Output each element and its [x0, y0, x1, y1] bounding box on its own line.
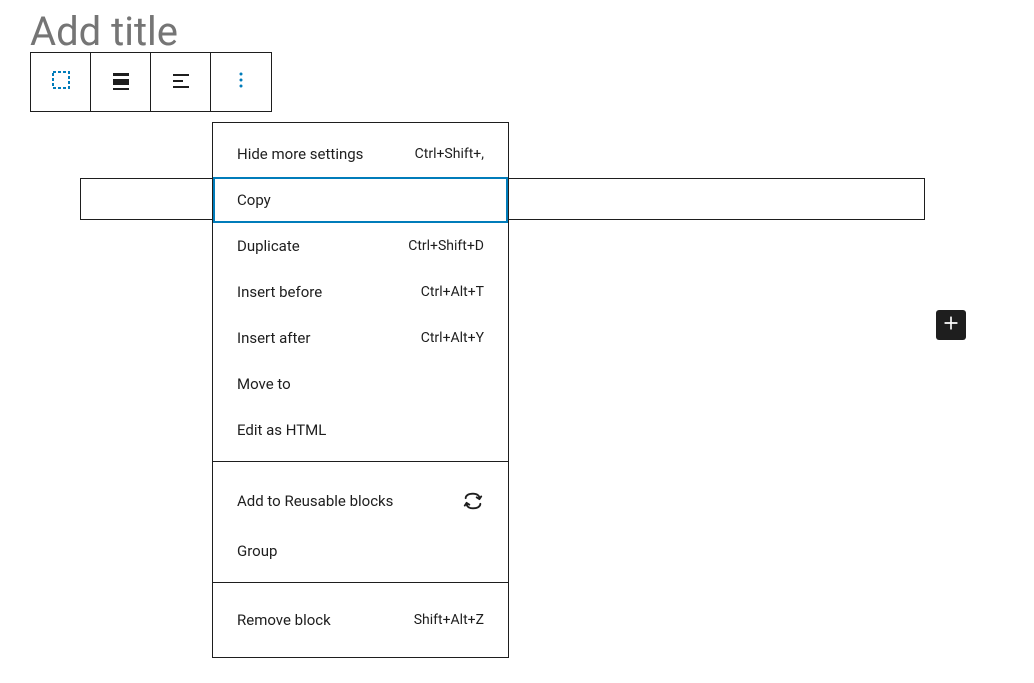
menu-item-label: Copy: [237, 191, 484, 209]
menu-item-shortcut: Ctrl+Alt+Y: [421, 330, 484, 346]
post-title-placeholder[interactable]: Add title: [30, 8, 178, 55]
menu-item-hide-settings[interactable]: Hide more settings Ctrl+Shift+,: [213, 131, 508, 177]
menu-item-label: Duplicate: [237, 237, 408, 255]
menu-section-2: Add to Reusable blocks Group: [213, 462, 508, 583]
reusable-icon: [462, 490, 484, 512]
menu-item-label: Hide more settings: [237, 145, 415, 163]
align-button[interactable]: [91, 53, 151, 111]
more-options-button[interactable]: [211, 53, 271, 111]
menu-section-1: Hide more settings Ctrl+Shift+, Copy Dup…: [213, 123, 508, 462]
menu-item-label: Insert before: [237, 283, 421, 301]
menu-section-3: Remove block Shift+Alt+Z: [213, 583, 508, 657]
menu-item-edit-html[interactable]: Edit as HTML: [213, 407, 508, 453]
more-vertical-icon: [229, 68, 253, 96]
menu-item-label: Move to: [237, 375, 484, 393]
menu-item-label: Remove block: [237, 611, 414, 629]
text-align-button[interactable]: [151, 53, 211, 111]
menu-item-shortcut: Ctrl+Shift+D: [408, 238, 484, 254]
menu-item-shortcut: Ctrl+Shift+,: [415, 146, 484, 162]
menu-item-shortcut: Ctrl+Alt+T: [421, 284, 484, 300]
add-block-button[interactable]: [936, 310, 966, 340]
align-wide-icon: [109, 68, 133, 96]
block-toolbar: [30, 52, 272, 112]
menu-item-label: Add to Reusable blocks: [237, 492, 462, 510]
dashed-square-icon: [49, 68, 73, 96]
menu-item-label: Edit as HTML: [237, 421, 484, 439]
align-left-icon: [169, 68, 193, 96]
menu-item-shortcut: Shift+Alt+Z: [414, 612, 484, 628]
menu-item-insert-after[interactable]: Insert after Ctrl+Alt+Y: [213, 315, 508, 361]
menu-item-remove-block[interactable]: Remove block Shift+Alt+Z: [213, 591, 508, 649]
menu-item-move-to[interactable]: Move to: [213, 361, 508, 407]
menu-item-reusable-blocks[interactable]: Add to Reusable blocks: [213, 470, 508, 528]
menu-item-duplicate[interactable]: Duplicate Ctrl+Shift+D: [213, 223, 508, 269]
select-parent-button[interactable]: [31, 53, 91, 111]
menu-item-group[interactable]: Group: [213, 528, 508, 574]
menu-item-label: Insert after: [237, 329, 421, 347]
block-options-menu: Hide more settings Ctrl+Shift+, Copy Dup…: [212, 122, 509, 658]
menu-item-copy[interactable]: Copy: [213, 177, 508, 223]
plus-icon: [941, 313, 961, 337]
menu-item-label: Group: [237, 542, 484, 560]
menu-item-insert-before[interactable]: Insert before Ctrl+Alt+T: [213, 269, 508, 315]
